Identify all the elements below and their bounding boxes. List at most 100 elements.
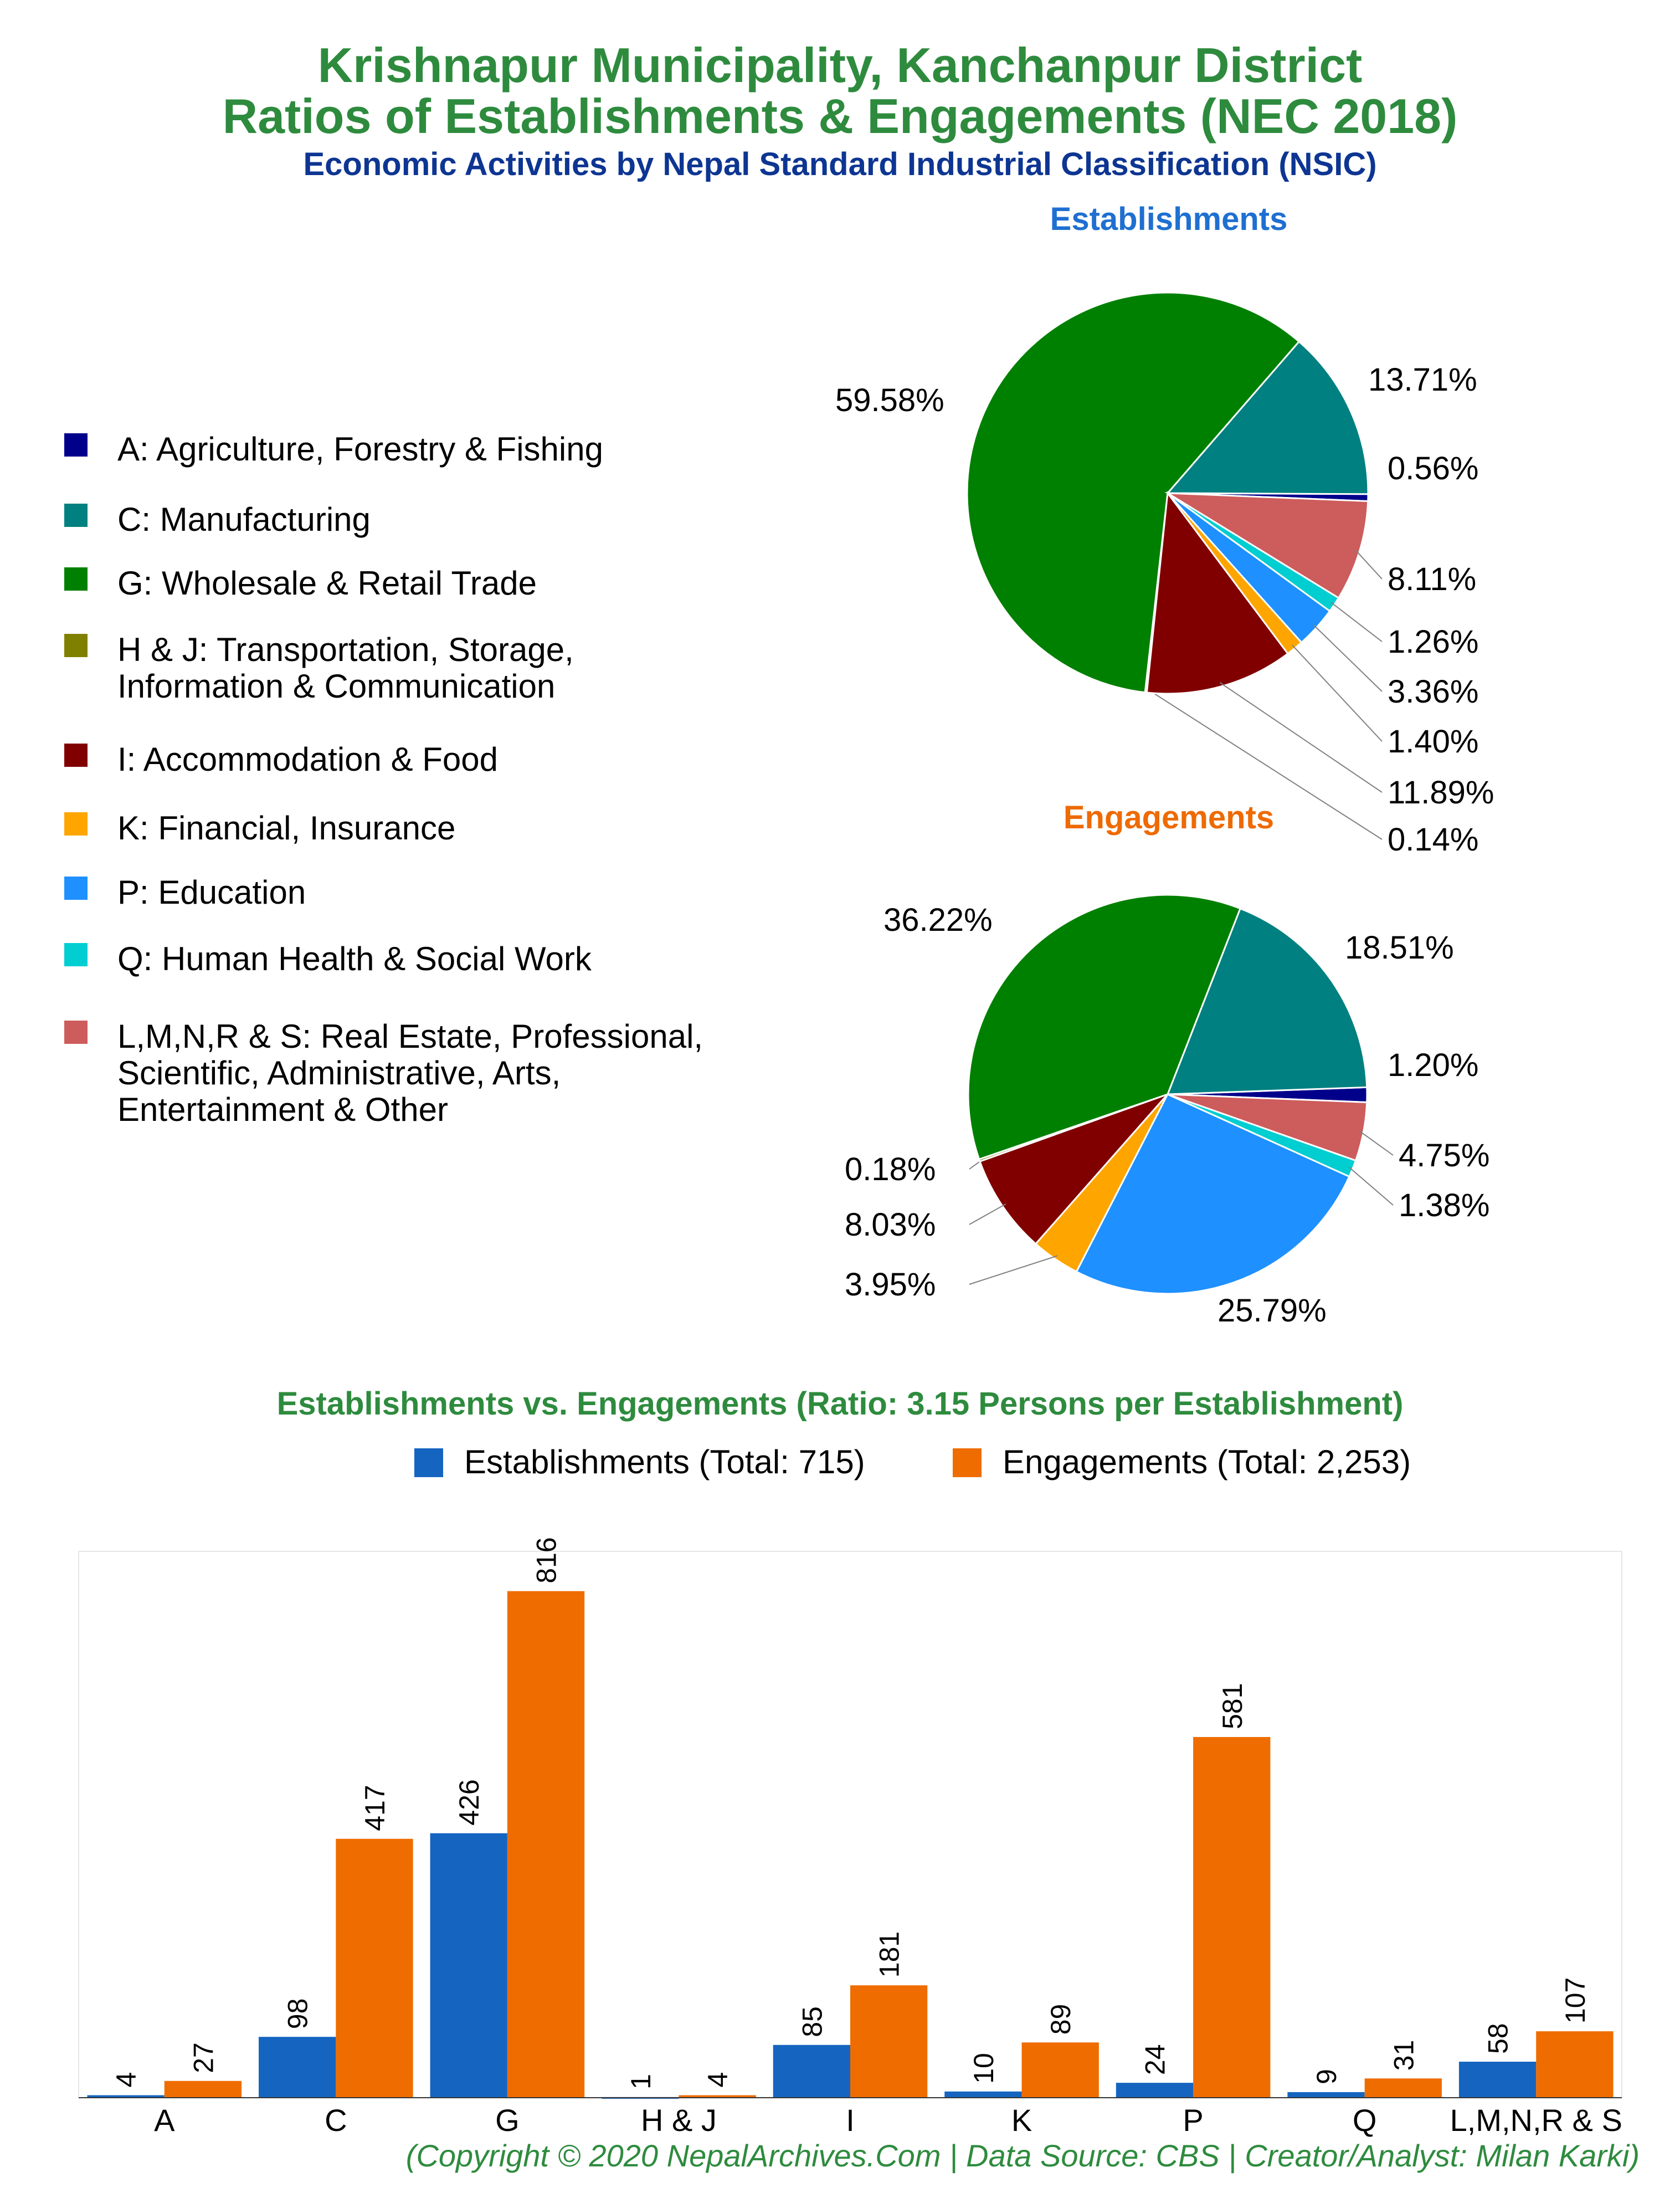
- chart-title-line-2: Ratios of Establishments & Engagements (…: [222, 89, 1458, 144]
- legend-label: C: Manufacturing: [117, 501, 371, 538]
- pie-data-label: 25.79%: [1217, 1293, 1327, 1329]
- engagements-legend-label: Engagements (Total: 2,253): [1003, 1443, 1411, 1480]
- x-tick-label: P: [1183, 2103, 1203, 2138]
- pie-data-label: 4.75%: [1399, 1138, 1489, 1174]
- pie-data-label: 1.38%: [1399, 1187, 1489, 1223]
- bar-data-label: 85: [797, 2006, 828, 2037]
- x-tick-label: Q: [1353, 2103, 1377, 2138]
- pie-charts: 0.56% 13.71% 59.58% 0.14% 11.89% 1.40% 3.36% 1.…: [835, 291, 1494, 1329]
- legend-swatch: [64, 877, 88, 900]
- engagements-bar: [1021, 2042, 1099, 2098]
- legend-swatch: [64, 634, 88, 657]
- legend-swatch: [64, 812, 88, 836]
- x-tick-label: A: [154, 2103, 175, 2138]
- legend-label: K: Financial, Insurance: [117, 809, 456, 847]
- bar-data-label: 4: [111, 2072, 142, 2088]
- engagements-pie: 1.20% 18.51% 36.22% 0.18% 8.03% 3.95% 25.79% 1.…: [845, 894, 1489, 1329]
- legend-label: P: Education: [117, 874, 306, 911]
- legend-label: Q: Human Health & Social Work: [117, 940, 592, 977]
- bar-data-label: 10: [968, 2053, 999, 2084]
- x-tick-label: C: [325, 2103, 347, 2138]
- pie-slice: [1167, 1093, 1368, 1162]
- pie-data-label: 36.22%: [883, 902, 993, 938]
- engagements-bar: [336, 1838, 413, 2098]
- pie-data-label: 18.51%: [1345, 930, 1454, 966]
- engagements-bar: [850, 1985, 928, 2098]
- engagements-swatch: [953, 1448, 982, 1477]
- pie-data-label: 13.71%: [1368, 362, 1477, 398]
- bar-data-label: 426: [454, 1779, 485, 1825]
- engagements-pie-title: Engagements: [1063, 800, 1275, 836]
- pie-data-label: 1.26%: [1388, 624, 1478, 660]
- establishments-pie: 0.56% 13.71% 59.58% 0.14% 11.89% 1.40% 3.36% 1.…: [835, 291, 1494, 858]
- pie-leader-line: [1146, 688, 1383, 840]
- pie-leader-line: [969, 1255, 1058, 1285]
- x-tick-label: I: [846, 2103, 855, 2138]
- bar-data-label: 9: [1311, 2069, 1342, 2084]
- pie-leader-line: [1292, 644, 1383, 742]
- establishments-bar: [944, 2091, 1022, 2098]
- pie-data-label: 3.36%: [1388, 674, 1478, 710]
- pie-data-label: 0.56%: [1388, 450, 1478, 486]
- legend-label: I: Accommodation & Food: [117, 741, 499, 778]
- copyright-note: (Copyright © 2020 NepalArchives.Com | Da…: [405, 2138, 1640, 2173]
- x-tick-label: G: [495, 2103, 520, 2138]
- legend-label: A: Agriculture, Forestry & Fishing: [117, 431, 603, 468]
- x-tick-label: L,M,N,R & S: [1450, 2103, 1622, 2138]
- bar-data-label: 181: [874, 1931, 905, 1977]
- establishments-bar: [773, 2045, 850, 2098]
- pie-slice: [1165, 340, 1369, 495]
- bar-data-label: 107: [1560, 1977, 1591, 2023]
- pie-data-label: 1.20%: [1388, 1047, 1478, 1083]
- legend-swatch: [64, 943, 88, 966]
- pie-slice: [1145, 491, 1289, 695]
- pie-leader-line: [1313, 624, 1383, 692]
- engagements-bar: [679, 2095, 756, 2098]
- bar-data-label: 581: [1217, 1683, 1248, 1729]
- bar-chart-title: Establishments vs. Engagements (Ratio: 3…: [276, 1386, 1404, 1422]
- bar-data-label: 24: [1139, 2044, 1170, 2075]
- bar-data-label: 4: [702, 2072, 733, 2088]
- legend-label: G: Wholesale & Retail Trade: [117, 565, 537, 602]
- bar-data-label: 816: [531, 1537, 562, 1583]
- pie-data-label: 59.58%: [835, 382, 944, 418]
- pie-data-label: 3.95%: [845, 1267, 936, 1303]
- legend-label: H & J: Transportation, Storage, Informat…: [117, 631, 574, 705]
- pie-data-label: 1.40%: [1388, 724, 1478, 760]
- legend-swatch: [64, 1021, 88, 1044]
- pie-leader-line: [969, 1203, 1006, 1225]
- establishments-legend-label: Establishments (Total: 715): [464, 1443, 865, 1480]
- engagements-bar: [507, 1591, 585, 2098]
- pie-slice: [1075, 1093, 1350, 1295]
- x-tick-label: K: [1011, 2103, 1032, 2138]
- bar-data-label: 98: [282, 1999, 314, 2030]
- bar-data-label: 58: [1483, 2023, 1514, 2054]
- engagements-bar: [1193, 1737, 1271, 2098]
- pie-data-label: 8.03%: [845, 1207, 936, 1243]
- bar-data-label: 89: [1045, 2004, 1076, 2035]
- establishments-bar: [1458, 2062, 1537, 2098]
- bar-data-label: 31: [1388, 2040, 1419, 2071]
- pie-leader-line: [1348, 1166, 1394, 1206]
- pie-leader-line: [1355, 550, 1383, 580]
- pie-data-label: 8.11%: [1388, 561, 1476, 597]
- establishments-bar: [430, 1833, 507, 2098]
- legend-swatch: [64, 744, 88, 767]
- engagements-bar: [1536, 2031, 1614, 2098]
- establishments-swatch: [414, 1448, 443, 1477]
- chart-subtitle: Economic Activities by Nepal Standard In…: [303, 146, 1377, 182]
- pie-data-label: 11.89%: [1388, 775, 1494, 811]
- pie-data-label: 0.18%: [845, 1151, 936, 1187]
- pie-slice: [966, 291, 1301, 694]
- establishments-bar: [259, 2037, 336, 2098]
- pie-leader-line: [1359, 1130, 1394, 1156]
- legend-swatch: [64, 433, 88, 457]
- bar-data-label: 27: [188, 2042, 219, 2073]
- chart-title-line-1: Krishnapur Municipality, Kanchanpur Dist…: [317, 38, 1363, 93]
- legend-swatch: [64, 567, 88, 591]
- x-tick-label: H & J: [641, 2103, 717, 2138]
- bar-data-label: 1: [625, 2074, 656, 2089]
- pie-leader-line: [1219, 682, 1383, 793]
- pie-slice: [1164, 492, 1369, 600]
